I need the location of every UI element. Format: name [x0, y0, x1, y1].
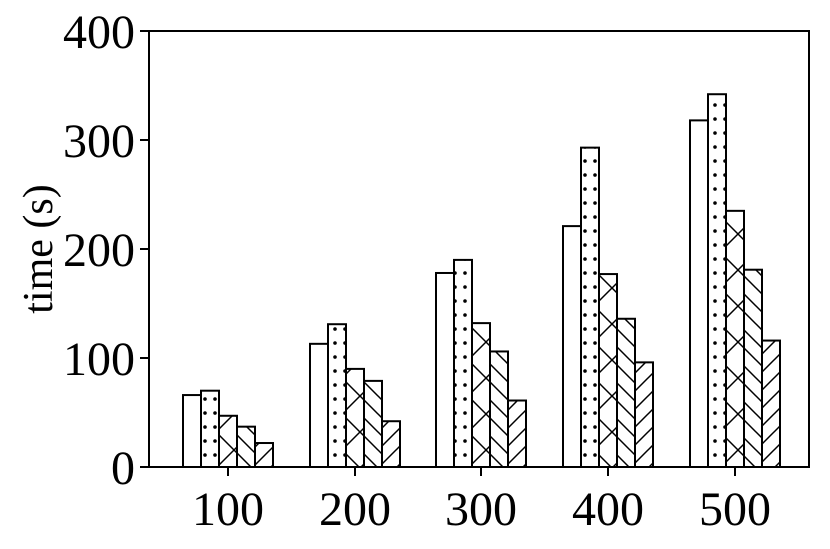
bar-s4-300	[489, 350, 509, 468]
bar-bg-s1-300	[436, 272, 454, 467]
x-tick-label-500: 500	[699, 483, 771, 536]
bars-layer	[182, 93, 781, 469]
x-tick-label-200: 200	[319, 483, 391, 536]
x-axis: 100 200 300 400 500	[192, 467, 771, 536]
bar-s3-200	[345, 367, 365, 468]
bar-s2-400	[580, 146, 600, 468]
bar-bg-s1-400	[563, 226, 581, 467]
bar-s2-200	[327, 323, 347, 468]
bar-s3-300	[471, 322, 491, 468]
bar-s5-100	[254, 442, 274, 468]
bar-bg-s1-200	[310, 343, 328, 467]
bar-s4-200	[363, 379, 383, 469]
bar-s4-400	[616, 317, 636, 469]
bar-s5-400	[634, 361, 654, 468]
x-tick-label-100: 100	[192, 483, 264, 536]
bar-bg-s1-500	[690, 120, 708, 467]
y-tick-label-0: 0	[111, 442, 135, 495]
y-axis: 0 100 200 300 400	[63, 6, 149, 495]
bar-s4-100	[236, 425, 256, 469]
bar-s5-200	[381, 420, 401, 468]
bar-bg-s1-100	[183, 395, 201, 467]
bar-s3-500	[725, 209, 745, 468]
bar-s2-300	[453, 258, 473, 468]
bar-s5-300	[507, 399, 527, 469]
y-tick-label-400: 400	[63, 6, 135, 59]
bar-s5-500	[761, 339, 781, 468]
x-tick-label-300: 300	[445, 483, 517, 536]
y-tick-label-200: 200	[63, 224, 135, 277]
y-tick-label-300: 300	[63, 115, 135, 168]
bar-s4-500	[743, 268, 763, 468]
y-tick-label-100: 100	[63, 333, 135, 386]
bar-s2-100	[200, 389, 220, 469]
y-axis-title: time (s)	[16, 184, 62, 313]
bar-s2-500	[707, 93, 727, 468]
x-tick-label-400: 400	[572, 483, 644, 536]
bar-s3-100	[218, 414, 238, 468]
bar-s3-400	[598, 273, 618, 468]
